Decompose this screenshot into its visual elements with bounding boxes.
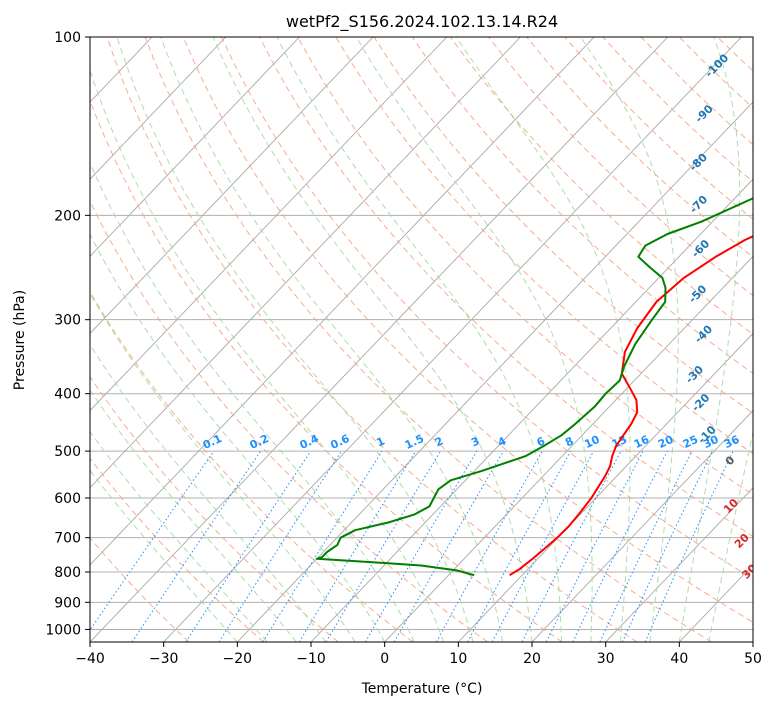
y-tick-label: 600 (54, 491, 81, 507)
y-axis-label: Pressure (hPa) (12, 290, 28, 390)
x-tick-label: −10 (296, 651, 326, 667)
x-tick-label: 50 (744, 651, 762, 667)
x-tick-label: 10 (449, 651, 467, 667)
x-axis-label: Temperature (°C) (361, 681, 483, 697)
y-tick-label: 500 (54, 444, 81, 460)
y-tick-label: 800 (54, 565, 81, 581)
y-tick-label: 400 (54, 387, 81, 403)
y-tick-label: 200 (54, 208, 81, 224)
y-tick-label: 300 (54, 313, 81, 329)
x-tick-label: −20 (223, 651, 253, 667)
y-tick-label: 100 (54, 30, 81, 46)
x-tick-label: −30 (149, 651, 179, 667)
x-tick-label: 40 (670, 651, 688, 667)
y-tick-label: 900 (54, 595, 81, 611)
y-tick-label: 700 (54, 531, 81, 547)
x-tick-label: −40 (75, 651, 105, 667)
x-tick-label: 0 (380, 651, 389, 667)
x-tick-label: 20 (523, 651, 541, 667)
x-tick-label: 30 (597, 651, 615, 667)
y-tick-label: 1000 (45, 622, 81, 638)
chart-title: wetPf2_S156.2024.102.13.14.R24 (286, 12, 558, 32)
